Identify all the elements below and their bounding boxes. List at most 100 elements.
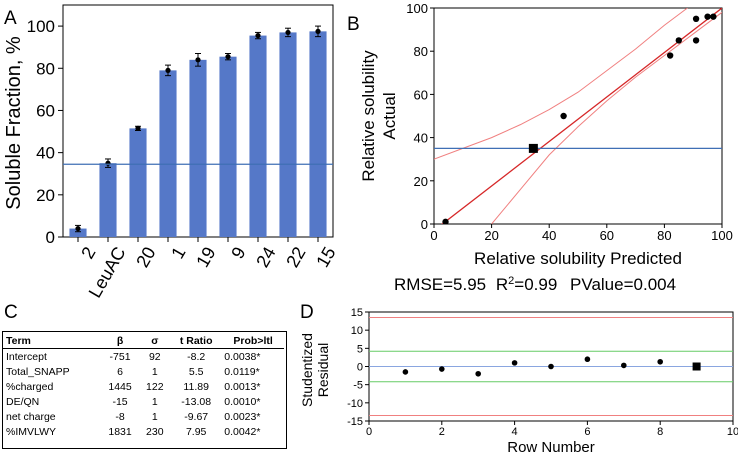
coefficient-table: Term β σ t Ratio Prob>ltl Intercept -751… [3, 333, 284, 439]
mean-point [225, 54, 231, 60]
residual-point [511, 360, 518, 366]
bar [69, 228, 87, 237]
table-cell: 1 [151, 410, 158, 423]
residual-point [439, 366, 445, 372]
mean-point [315, 28, 321, 34]
residual-point [657, 358, 663, 365]
header-t-ratio: t Ratio [170, 333, 223, 349]
r2-superscript: 2 [508, 275, 514, 287]
x-tick-label: 2 [77, 243, 99, 262]
table-cell: 1445 [108, 380, 132, 393]
table-row: Intercept -751 92 -8.2 0.0038* [3, 349, 284, 365]
panel-b-stats: RMSE=5.95 R2=0.99 PValue=0.004 [394, 275, 676, 294]
x-tick-label: 24 [252, 243, 279, 270]
panel-label-c: C [4, 302, 18, 323]
y-tick-label: 20 [36, 186, 55, 205]
mean-point [165, 67, 171, 73]
x-tick-label: 9 [227, 243, 249, 262]
table-cell: 0.0038* [224, 350, 261, 363]
y-tick-label: 80 [414, 44, 428, 59]
x-tick-label: 20 [132, 243, 159, 270]
y-tick-label: 40 [414, 131, 428, 146]
bar [279, 32, 297, 237]
data-point [560, 112, 567, 120]
bar [309, 31, 327, 238]
y-tick-label: -10 [347, 398, 363, 410]
bar [99, 163, 117, 237]
data-point-square [528, 143, 538, 153]
y-tick-label: 80 [36, 59, 55, 78]
x-tick-label: 4 [512, 426, 518, 438]
table-cell: -751 [109, 350, 131, 363]
panel-d-x-axis-label: Row Number [507, 439, 595, 456]
residual-point-square [692, 362, 701, 371]
table-cell: 230 [146, 425, 164, 438]
bar [189, 59, 207, 237]
mean-point [75, 225, 81, 232]
table-cell: 0.0013* [224, 380, 261, 393]
x-tick-label: 20 [484, 228, 498, 243]
panel-label-b: B [347, 14, 360, 35]
panel-b-plot-frame [433, 7, 723, 225]
rmse-text: RMSE=5.95 [394, 275, 486, 294]
y-tick-label: 5 [357, 343, 363, 355]
panel-d-y-axis-label-line2: Residual [315, 343, 331, 397]
table-cell: -8 [115, 410, 125, 423]
table-cell: 0.0119* [224, 365, 260, 378]
x-tick-label: 0 [430, 228, 437, 243]
mean-point [285, 29, 291, 36]
panel-b-series [434, 8, 722, 224]
y-tick-label: 100 [27, 17, 55, 36]
residual-point [584, 356, 591, 363]
residual-point [402, 369, 409, 375]
table-cell: 11.89 [183, 380, 209, 393]
panel-b-y-axis-label-line2: Actual [380, 92, 399, 139]
table-cell: 5.5 [188, 365, 204, 378]
bar [129, 128, 147, 237]
table-cell: Intercept [6, 350, 47, 363]
y-tick-label: 40 [36, 144, 55, 163]
bar [219, 56, 237, 237]
table-cell: %IMVLWY [6, 425, 56, 438]
confidence-lower-curve [491, 11, 722, 224]
pvalue-text: PValue=0.004 [570, 275, 676, 294]
header-beta: β [100, 333, 140, 349]
table-cell: %charged [6, 380, 54, 393]
residual-point [621, 362, 627, 369]
table-cell: -8.2 [187, 350, 206, 363]
table-row: %charged 1445 122 11.89 0.0013* [3, 379, 284, 394]
y-tick-label: 0 [46, 228, 55, 247]
header-sigma: σ [139, 333, 171, 349]
table-cell: -13.08 [181, 395, 212, 408]
panel-b: B 0 20 40 60 80 100 0 20 40 60 80 100 Relative solu… [347, 1, 733, 294]
table-cell: 1 [151, 395, 158, 408]
data-point [442, 218, 449, 224]
x-tick-label: 40 [542, 228, 556, 243]
y-tick-label: -15 [347, 416, 363, 428]
x-tick-label: 15 [312, 243, 339, 270]
table-cell: 122 [146, 380, 164, 393]
x-tick-label: 60 [600, 228, 614, 243]
mean-point [135, 125, 141, 131]
table-row: %IMVLWY 1831 230 7.95 0.0042* [3, 424, 284, 439]
table-cell: DE/QN [6, 395, 40, 408]
table-row: net charge -8 1 -9.67 0.0023* [3, 409, 284, 424]
x-tick-label: 8 [657, 426, 663, 438]
data-point [675, 37, 682, 44]
panel-d-y-axis-label-line1: Studentized [299, 333, 315, 407]
data-point [692, 37, 700, 44]
r2-value-text: =0.99 [514, 275, 557, 294]
x-tick-label: 2 [439, 426, 445, 438]
x-tick-label: 19 [192, 243, 219, 270]
y-tick-label: 60 [36, 101, 55, 120]
y-tick-label: 0 [357, 362, 363, 374]
mean-point [195, 57, 201, 63]
confidence-upper-curve [434, 8, 688, 160]
data-point [692, 15, 700, 22]
table-row: Total_SNAPP 6 1 5.5 0.0119* [3, 364, 284, 379]
header-term: Term [3, 333, 101, 349]
data-point [704, 13, 711, 20]
table-cell: 1 [151, 365, 158, 378]
table-cell: 92 [148, 350, 161, 363]
